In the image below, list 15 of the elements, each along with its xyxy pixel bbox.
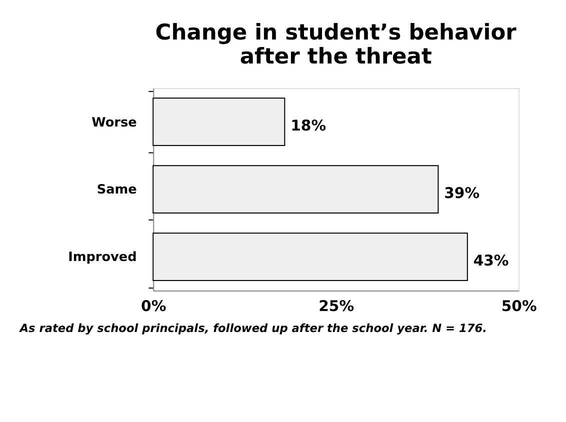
data-label: 43% [473,252,509,270]
x-tick-label: 25% [318,298,354,315]
y-tick-label: Same [96,182,138,198]
y-tick-label: Worse [92,115,138,130]
data-label: 39% [444,185,480,202]
x-tick-label: 50% [501,298,537,315]
text: As rated by school principals, followed up after the school year. N = 176. [18,321,488,336]
data-label: 18% [290,118,326,135]
bar [152,98,286,146]
bar [152,165,439,214]
text: Change in student’s behavior [155,20,516,46]
x-tick-label: 0% [141,298,166,315]
bar [152,232,468,282]
y-tick-label: Improved [68,250,137,266]
text: after the threat [240,44,432,70]
